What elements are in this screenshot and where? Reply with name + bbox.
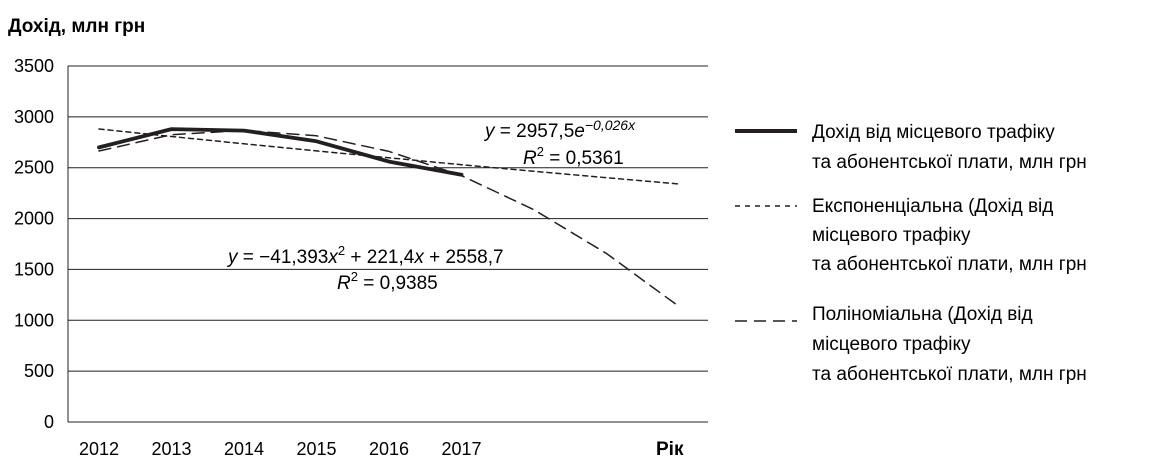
x-tick-label: 2015 xyxy=(296,439,336,459)
y-tick-label: 3500 xyxy=(14,56,54,76)
exp-equation: y = 2957,5e−0,026x xyxy=(483,117,636,142)
y-tick-label: 0 xyxy=(44,412,54,432)
x-tick-label: 2017 xyxy=(441,439,481,459)
x-axis-label: Рік xyxy=(656,439,684,460)
series-line-dotted xyxy=(98,128,680,185)
y-tick-label: 1000 xyxy=(14,310,54,330)
y-ticks: 0 500 1000 1500 2000 2500 3000 3500 xyxy=(14,56,54,432)
series-line-solid xyxy=(97,127,464,177)
y-tick-label: 1500 xyxy=(14,259,54,279)
y-axis-label: Дохід, млн грн xyxy=(8,16,145,37)
x-tick-label: 2013 xyxy=(151,439,191,459)
grid xyxy=(67,65,708,423)
x-ticks: 2012 2013 2014 2015 2016 2017 xyxy=(79,439,482,459)
y-tick-label: 2000 xyxy=(14,209,54,229)
legend-label-actual: Дохід від місцевого трафіку та абонентсь… xyxy=(812,122,1087,173)
legend-label-exponential: Експоненціальна (Дохід від місцевого тра… xyxy=(812,196,1087,275)
legend-label-polynomial: Поліноміальна (Дохід від місцевого трафі… xyxy=(812,304,1087,385)
y-tick-label: 3000 xyxy=(14,107,54,127)
legend: Дохід від місцевого трафіку та абонентсь… xyxy=(735,122,1087,385)
x-tick-label: 2016 xyxy=(369,439,409,459)
poly-r2: R2 = 0,9385 xyxy=(337,269,438,294)
y-tick-label: 2500 xyxy=(14,158,54,178)
x-tick-label: 2012 xyxy=(79,439,119,459)
y-tick-label: 500 xyxy=(24,361,54,381)
series-lines xyxy=(97,127,680,308)
exp-r2: R2 = 0,5361 xyxy=(523,144,624,169)
series-line-dashed xyxy=(98,129,680,308)
poly-equation: y = −41,393x2 + 221,4x + 2558,7 xyxy=(226,243,504,268)
x-tick-label: 2014 xyxy=(224,439,264,459)
